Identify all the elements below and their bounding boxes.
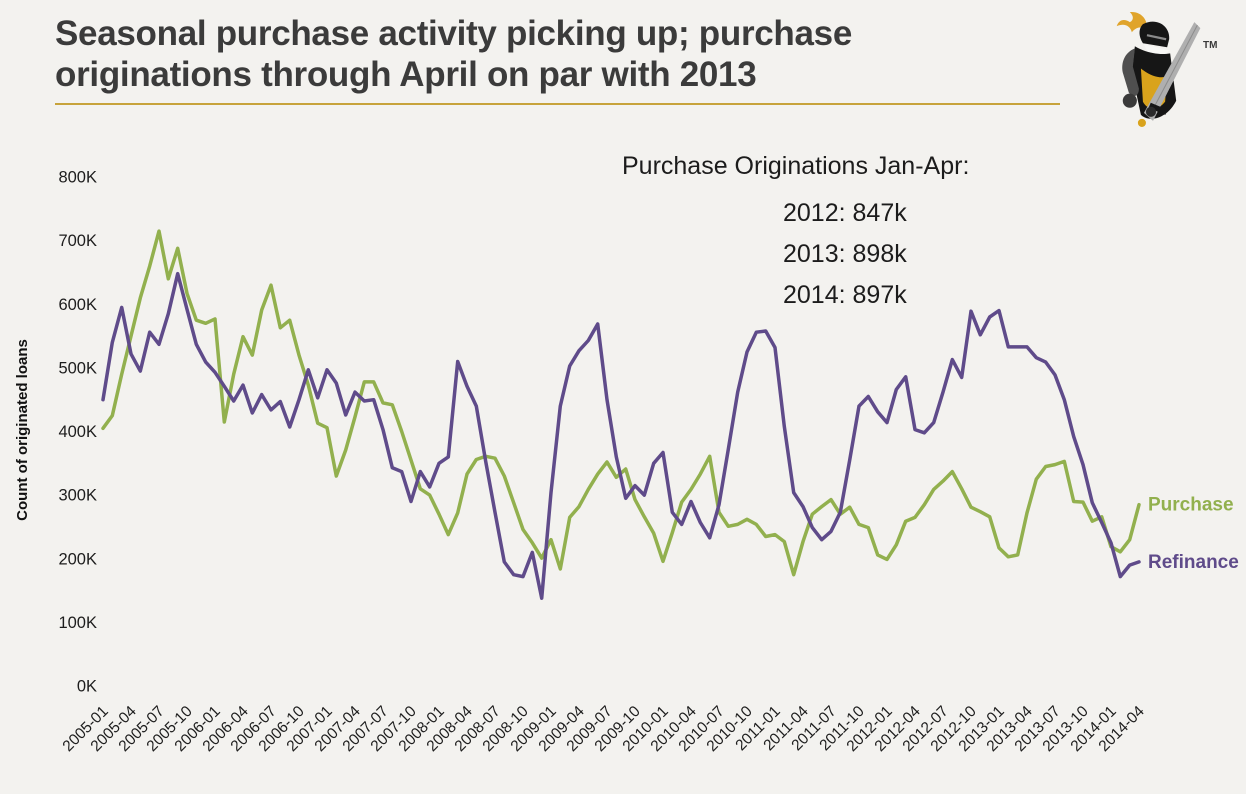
trademark-symbol: TM bbox=[1203, 40, 1218, 51]
y-tick-label: 300K bbox=[58, 487, 97, 505]
y-tick-label: 600K bbox=[58, 296, 97, 314]
annotation-entry: 2013: 898k bbox=[783, 240, 907, 268]
knight-icon bbox=[1116, 11, 1201, 127]
y-tick-label: 800K bbox=[58, 169, 97, 187]
page-title-line1: Seasonal purchase activity picking up; p… bbox=[55, 14, 853, 53]
annotation-entry: 2012: 847k bbox=[783, 199, 907, 227]
series-label-refinance: Refinance bbox=[1148, 552, 1239, 573]
black-knight-logo bbox=[1116, 11, 1201, 127]
page-title-line2: originations through April on par with 2… bbox=[55, 55, 757, 94]
page-title: Seasonal purchase activity picking up; p… bbox=[55, 13, 1065, 95]
series-label-purchase: Purchase bbox=[1148, 495, 1234, 516]
annotation-entry: 2014: 897k bbox=[783, 281, 907, 309]
y-tick-label: 400K bbox=[58, 423, 97, 441]
y-tick-label: 200K bbox=[58, 550, 97, 568]
y-tick-label: 0K bbox=[77, 678, 97, 696]
y-axis-title: Count of originated loans bbox=[14, 339, 31, 521]
y-tick-label: 100K bbox=[58, 614, 97, 632]
annotation-title: Purchase Originations Jan-Apr: bbox=[622, 152, 970, 180]
title-underline bbox=[55, 103, 1060, 105]
annotation-entries: 2012: 847k 2013: 898k 2014: 897k bbox=[783, 193, 907, 316]
y-tick-label: 700K bbox=[58, 232, 97, 250]
y-tick-label: 500K bbox=[58, 359, 97, 377]
series-line-refinance bbox=[101, 271, 1141, 600]
